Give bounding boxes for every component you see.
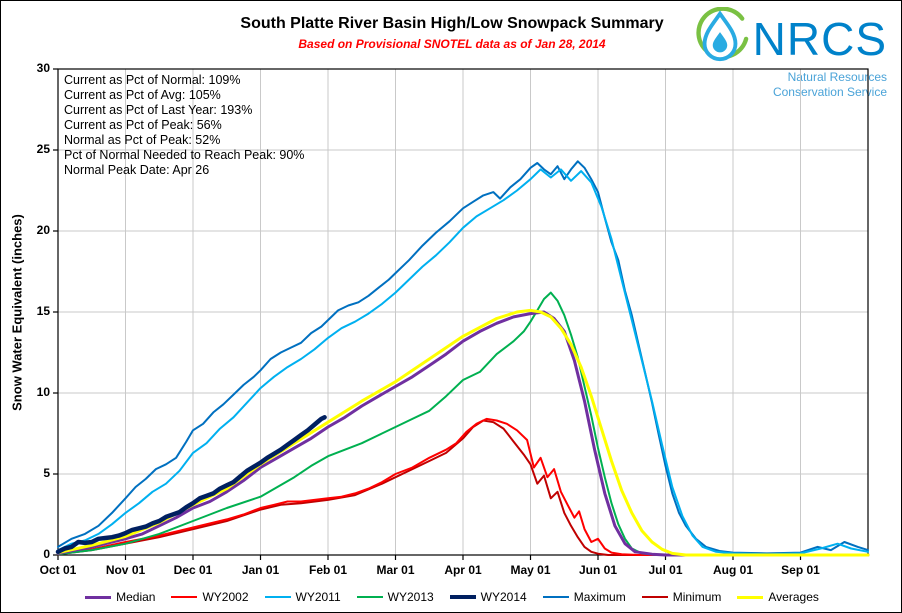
nrcs-subtext-line2: Conservation Service <box>772 85 887 99</box>
x-tick-label: Jul 01 <box>648 563 683 577</box>
legend-item-Median: Median <box>85 590 155 604</box>
x-tick-label: Dec 01 <box>173 563 213 577</box>
y-tick-label: 30 <box>36 61 50 75</box>
legend-label-Maximum: Maximum <box>573 590 626 604</box>
x-tick-label: Mar 01 <box>376 563 415 577</box>
legend-label-WY2011: WY2011 <box>295 590 341 604</box>
annotation-block: Current as Pct of Normal: 109% Current a… <box>64 73 304 178</box>
annotation-line: Current as Pct of Avg: 105% <box>64 88 221 102</box>
legend-swatch-Median <box>85 595 112 599</box>
legend-swatch-Averages <box>737 595 764 599</box>
legend-label-Median: Median <box>116 590 156 604</box>
annotation-line: Current as Pct of Peak: 56% <box>64 118 222 132</box>
legend-item-Averages: Averages <box>737 590 819 604</box>
series-line-WY2011 <box>57 168 869 556</box>
legend-swatch-WY2002 <box>171 596 198 598</box>
legend-item-WY2014: WY2014 <box>449 590 527 604</box>
annotation-line: Normal as Pct of Peak: 52% <box>64 133 221 147</box>
x-tick-label: Sep 01 <box>781 563 820 577</box>
legend-swatch-Maximum <box>542 596 569 598</box>
chart-legend: Median WY2002 WY2011 WY2013 WY2014 Maximum Min… <box>1 590 901 604</box>
x-tick-label: Jun 01 <box>578 563 617 577</box>
nrcs-subtext-line1: Natural Resources <box>787 70 887 84</box>
legend-swatch-WY2014 <box>449 594 476 600</box>
series-line-WY2014 <box>55 415 327 555</box>
legend-label-Averages: Averages <box>768 590 819 604</box>
annotation-line: Normal Peak Date: Apr 26 <box>64 163 210 177</box>
y-tick-label: 20 <box>36 223 50 237</box>
x-tick-label: May 01 <box>510 563 551 577</box>
legend-label-WY2013: WY2013 <box>387 590 434 604</box>
legend-item-WY2002: WY2002 <box>171 590 249 604</box>
y-tick-label: 10 <box>36 385 50 399</box>
series-line-Maximum <box>57 160 869 555</box>
y-tick-label: 0 <box>43 547 50 561</box>
legend-item-Minimum: Minimum <box>641 590 722 604</box>
legend-item-Maximum: Maximum <box>542 590 626 604</box>
nrcs-acronym: NRCS <box>752 12 887 65</box>
x-tick-label: Oct 01 <box>39 563 77 577</box>
x-tick-label: Feb 01 <box>308 563 347 577</box>
legend-swatch-WY2011 <box>264 596 291 598</box>
series-line-WY2002 <box>57 417 869 556</box>
annotation-line: Current as Pct of Normal: 109% <box>64 73 241 87</box>
nrcs-logo: NRCS Natural Resources Conservation Serv… <box>691 6 887 100</box>
legend-swatch-Minimum <box>641 596 668 598</box>
legend-label-WY2014: WY2014 <box>480 590 527 604</box>
x-tick-label: Aug 01 <box>712 563 753 577</box>
legend-label-WY2002: WY2002 <box>202 590 249 604</box>
water-drop-icon <box>691 6 749 70</box>
y-tick-label: 15 <box>36 304 50 318</box>
chart-title: South Platte River Basin High/Low Snowpa… <box>240 15 664 32</box>
annotation-line: Current as Pct of Last Year: 193% <box>64 103 253 117</box>
chart-subtitle: Based on Provisional SNOTEL data as of J… <box>298 37 606 51</box>
series-line-Median <box>56 310 870 557</box>
y-tick-label: 5 <box>43 466 50 480</box>
x-tick-label: Jan 01 <box>241 563 280 577</box>
legend-item-WY2013: WY2013 <box>356 590 434 604</box>
x-tick-label: Nov 01 <box>105 563 146 577</box>
nrcs-logo-row: NRCS <box>691 6 887 70</box>
y-tick-label: 25 <box>36 142 50 156</box>
legend-item-WY2011: WY2011 <box>264 590 341 604</box>
annotation-line: Pct of Normal Needed to Reach Peak: 90% <box>64 148 305 162</box>
x-tick-label: Apr 01 <box>444 563 482 577</box>
legend-swatch-WY2013 <box>356 596 383 598</box>
series-line-WY2013 <box>57 291 869 556</box>
legend-label-Minimum: Minimum <box>672 590 722 604</box>
